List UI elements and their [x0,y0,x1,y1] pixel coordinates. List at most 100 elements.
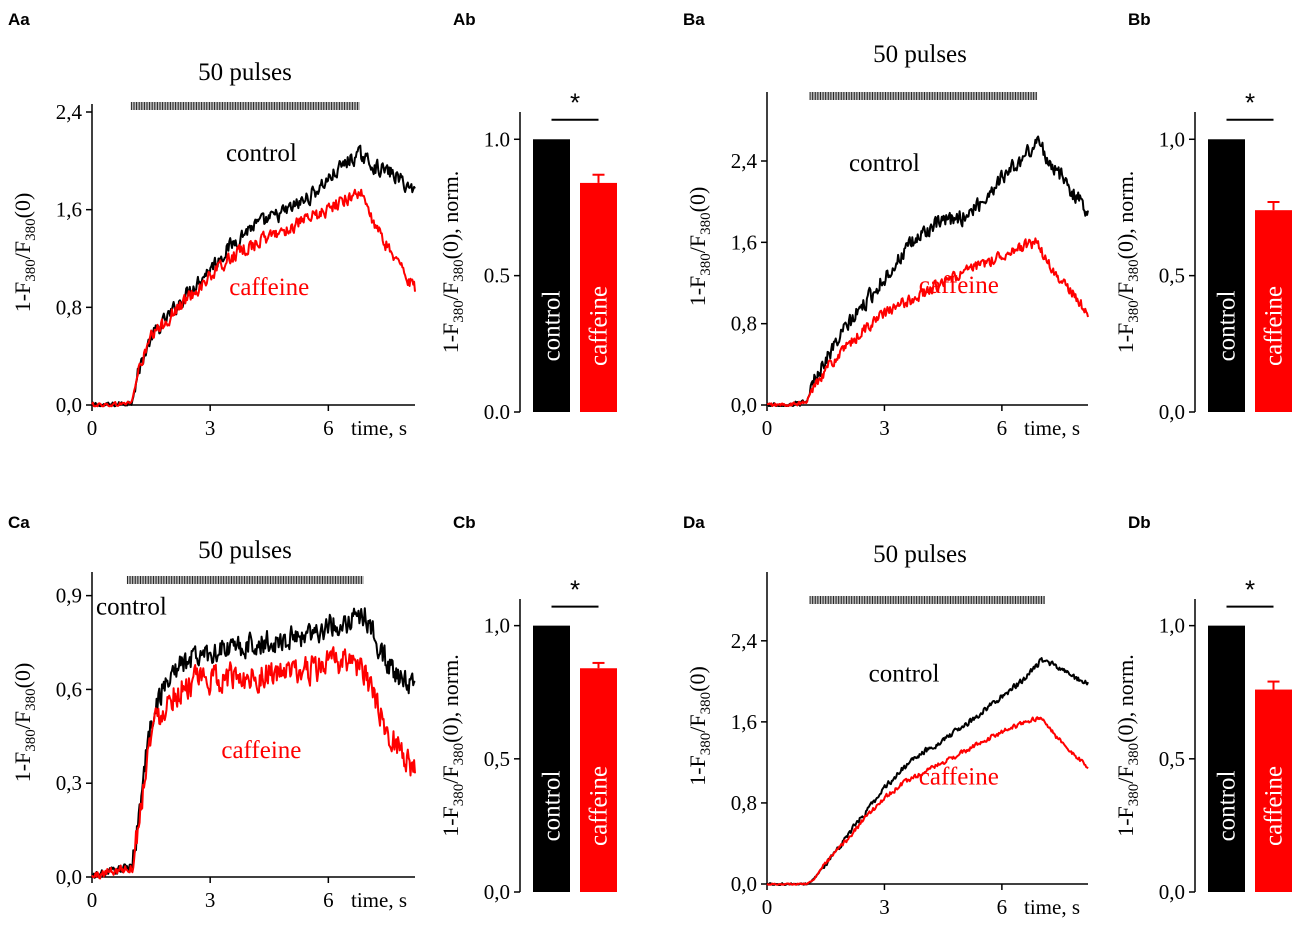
stimulus-bar [810,92,1038,100]
bar-control [1208,625,1245,892]
trace-caffeine [766,237,1089,407]
x-tick-label: 6 [323,888,334,912]
panel-bb: Bb0,00,51,01-F380/F380(0), norm.control c… [1113,10,1292,424]
bar-control [533,625,570,892]
y-tick-label: 0,9 [56,584,82,608]
ylabel-part: /F [685,714,710,732]
trace-caffeine [91,646,416,880]
ylabel-subscript: 380 [451,743,467,766]
pulses-label: 50 pulses [873,41,967,68]
significance-star: * [570,575,580,605]
y-axis-label: 1-F380/F380(0) [685,666,714,786]
y-tick-label: 1,6 [731,710,757,734]
ylabel-part: 1-F [1113,323,1138,354]
panel-label: Da [683,513,705,532]
pulses-label: 50 pulses [873,541,967,568]
panel-db: Db0,00,51,01-F380/F380(0), norm.control c… [1113,513,1292,904]
trace-control [91,144,416,408]
y-tick-label: 1,6 [731,230,757,254]
trace-caffeine [766,716,1089,886]
ylabel-subscript: 380 [698,692,714,715]
y-axis-label: 1-F380/F380(0) [685,187,714,307]
y-tick-label: 0,5 [1159,747,1185,771]
bar-control [1208,139,1245,413]
y-tick-label: 0,0 [731,393,757,417]
bar-label-caffeine: caffeine [586,286,613,366]
bar-caffeine [1255,210,1292,412]
ylabel-subscript: 380 [1126,784,1142,807]
ylabel-subscript: 380 [23,729,39,752]
bar-label-caffeine: caffeine [586,766,613,846]
y-tick-label: 0,3 [56,771,82,795]
x-tick-label: 6 [997,895,1008,919]
bar-label-caffeine: caffeine [1261,286,1288,366]
panel-label: Db [1128,513,1151,532]
bar-caffeine [580,668,617,892]
ylabel-subscript: 380 [698,212,714,235]
trace-label-caffeine: caffeine [221,737,301,764]
panel-label: Aa [8,10,30,29]
x-tick-label: 3 [879,895,890,919]
ylabel-part: 1-F [438,323,463,354]
ylabel-part: /F [10,711,35,729]
ylabel-subscript: 380 [698,253,714,276]
ylabel-part: 1-F [685,276,710,307]
ylabel-part: 1-F [438,806,463,837]
bar-label-control: control [1214,291,1241,362]
y-tick-label: 0,0 [56,865,82,889]
stimulus-train [809,596,1045,604]
y-tick-label: 1.0 [484,127,510,151]
x-tick-label: 0 [87,888,98,912]
panel-label: Cb [453,513,476,532]
stimulus-train [126,576,364,584]
y-tick-label: 0,6 [56,677,82,701]
bar-caffeine [1255,689,1292,892]
ylabel-part: (0) [10,663,35,689]
y-tick-label: 0,8 [56,295,82,319]
bar-label-control: control [539,771,566,842]
y-tick-label: 0,8 [731,312,757,336]
y-axis-label: 1-F380/F380(0) [10,193,39,313]
stimulus-train [809,92,1038,100]
ylabel-subscript: 380 [23,688,39,711]
y-tick-label: 0,8 [731,791,757,815]
ylabel-subscript: 380 [698,733,714,756]
ylabel-part: (0), norm. [1113,171,1138,260]
panel-label: Ba [683,10,705,29]
y-axis-label: 1-F380/F380(0), norm. [1113,654,1142,837]
y-tick-label: 0,5 [1159,264,1185,288]
panel-label: Ab [453,10,476,29]
x-axis-label: time, s [1024,895,1080,919]
ylabel-subscript: 380 [1126,259,1142,282]
y-tick-label: 2,4 [731,149,758,173]
ylabel-subscript: 380 [23,259,39,282]
ylabel-part: (0), norm. [438,171,463,260]
ylabel-subscript: 380 [451,259,467,282]
ylabel-part: (0) [10,193,35,219]
ylabel-subscript: 380 [1126,743,1142,766]
x-axis-label: time, s [351,416,407,440]
trace-label-control: control [869,660,940,687]
ylabel-subscript: 380 [23,218,39,241]
trace-label-control: control [226,140,297,167]
trace-label-control: control [96,593,167,620]
y-tick-label: 0,0 [484,880,510,904]
bar-caffeine [580,182,617,412]
ylabel-part: (0) [685,666,710,692]
y-tick-label: 1,0 [1159,614,1185,638]
panel-label: Ca [8,513,30,532]
ylabel-subscript: 380 [451,300,467,323]
ylabel-part: /F [438,765,463,783]
ylabel-part: /F [685,235,710,253]
ylabel-part: 1-F [1113,806,1138,837]
x-tick-label: 6 [997,416,1008,440]
x-tick-label: 0 [762,416,773,440]
y-axis-label: 1-F380/F380(0), norm. [1113,171,1142,354]
ylabel-subscript: 380 [1126,300,1142,323]
x-axis-label: time, s [1024,416,1080,440]
y-tick-label: 1,0 [484,614,510,638]
